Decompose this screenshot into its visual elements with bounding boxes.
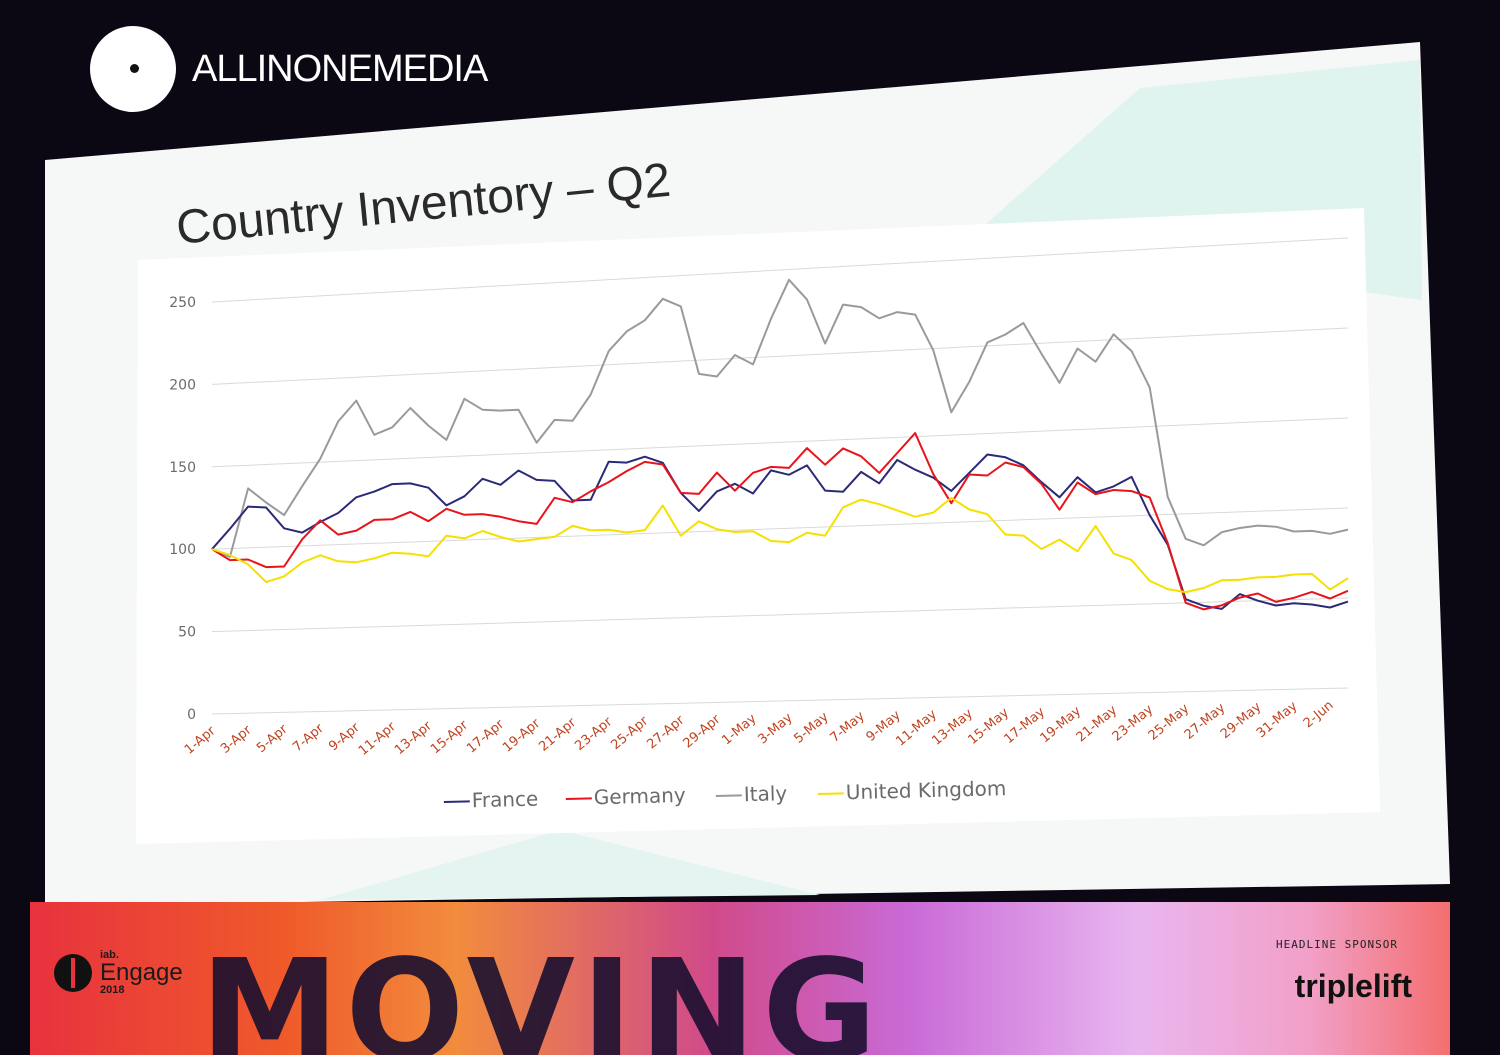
- gridline: [211, 507, 1349, 550]
- iab-logo-icon: [54, 954, 92, 992]
- y-tick-label: 150: [169, 460, 196, 476]
- legend-label: Germany: [593, 783, 686, 809]
- legend-swatch: [443, 800, 470, 804]
- headline-sponsor-label: HEADLINE SPONSOR: [1276, 938, 1398, 951]
- legend-label: United Kingdom: [845, 776, 1006, 804]
- engage-label: Engage: [100, 959, 183, 986]
- legend-swatch: [715, 794, 742, 798]
- legend: France Germany Italy United Kingdom: [443, 776, 1007, 813]
- y-tick-label: 200: [169, 377, 196, 393]
- gridline: [211, 327, 1349, 385]
- legend-item: Italy: [715, 781, 788, 806]
- iab-label: iab.: [100, 949, 119, 961]
- series-line-italy: [211, 278, 1349, 558]
- y-tick-label: 250: [169, 295, 196, 311]
- watermark-text: ALLINONEMEDIA: [192, 47, 488, 90]
- event-banner: iab. Engage 2018 MOVING HEADLINE SPONSOR…: [30, 902, 1450, 1055]
- series-lines: [211, 278, 1349, 611]
- y-tick-label: 50: [178, 625, 196, 641]
- legend-item: United Kingdom: [817, 776, 1007, 804]
- legend-item: France: [443, 787, 539, 813]
- y-tick-label: 100: [169, 542, 196, 558]
- slide-corner-accent-bottom: [320, 830, 820, 900]
- chart-plot-area: [136, 208, 1380, 844]
- gridline: [211, 597, 1349, 633]
- sponsor-logo-text: triplelift: [1294, 968, 1412, 1004]
- series-line-united-kingdom: [211, 496, 1349, 594]
- legend-swatch: [565, 797, 592, 801]
- y-axis-tick-labels: 0 50 100 150 200 250: [169, 295, 196, 723]
- engage-year: 2018: [100, 984, 125, 996]
- legend-label: France: [471, 787, 538, 813]
- gridline: [211, 417, 1349, 468]
- gridlines: [211, 237, 1349, 715]
- legend-item: Germany: [565, 783, 686, 809]
- gridline: [211, 237, 1349, 303]
- series-line-germany: [211, 432, 1349, 611]
- banner-theme-text: MOVING: [200, 930, 884, 1055]
- watermark-logo: ALLINONEMEDIA: [90, 26, 488, 112]
- series-line-france: [211, 453, 1349, 610]
- legend-label: Italy: [743, 781, 787, 806]
- legend-swatch: [817, 792, 844, 796]
- y-tick-label: 0: [187, 707, 196, 723]
- watermark-circle-icon: [90, 26, 176, 112]
- iab-engage-logo: iab. Engage 2018: [54, 950, 183, 996]
- gridline: [211, 687, 1349, 715]
